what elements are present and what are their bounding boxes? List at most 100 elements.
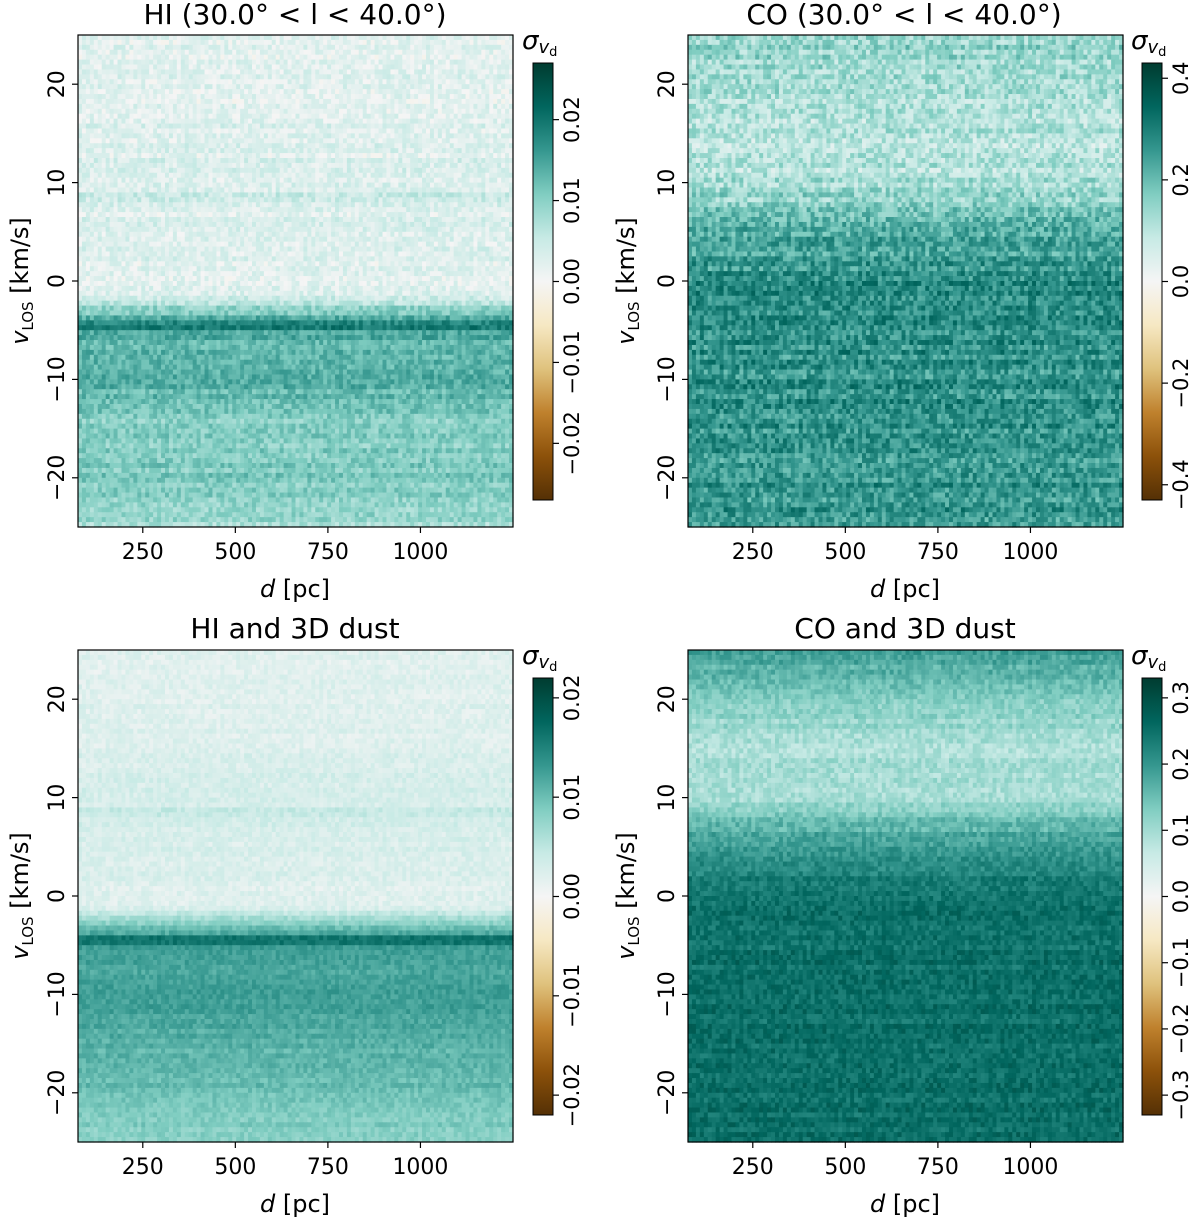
- heatmap-cell: [122, 89, 127, 95]
- heatmap-cell: [315, 84, 320, 90]
- heatmap-cell: [145, 143, 150, 149]
- heatmap-cell: [161, 133, 166, 139]
- heatmap-cell: [319, 109, 324, 115]
- heatmap-cell: [145, 119, 150, 125]
- heatmap-cell: [98, 50, 103, 56]
- heatmap-cell: [228, 65, 233, 71]
- heatmap-cell: [371, 153, 376, 159]
- heatmap-cell: [264, 35, 269, 41]
- heatmap-cell: [311, 65, 316, 71]
- heatmap-cell: [327, 114, 332, 120]
- heatmap-cell: [430, 84, 435, 90]
- heatmap-cell: [351, 128, 356, 134]
- heatmap-cell: [149, 65, 154, 71]
- heatmap-cell: [161, 84, 166, 90]
- heatmap-cell: [386, 158, 391, 164]
- heatmap-cell: [398, 69, 403, 75]
- heatmap-cell: [149, 128, 154, 134]
- heatmap-cell: [264, 124, 269, 130]
- heatmap-cell: [319, 65, 324, 71]
- heatmap-cell: [189, 128, 194, 134]
- heatmap-cell: [505, 84, 510, 90]
- heatmap-cell: [201, 45, 206, 51]
- heatmap-cell: [224, 74, 229, 80]
- heatmap-cell: [244, 138, 249, 144]
- heatmap-cell: [501, 35, 506, 41]
- heatmap-cell: [232, 133, 237, 139]
- heatmap-cell: [185, 158, 190, 164]
- heatmap-cell: [153, 79, 158, 85]
- heatmap-cell: [383, 163, 388, 169]
- heatmap-cell: [335, 69, 340, 75]
- heatmap-cell: [343, 104, 348, 110]
- heatmap-cell: [129, 35, 134, 41]
- heatmap-cell: [339, 148, 344, 154]
- heatmap-cell: [489, 158, 494, 164]
- heatmap-cell: [256, 99, 261, 105]
- heatmap-cell: [212, 50, 217, 56]
- heatmap-cell: [303, 94, 308, 100]
- heatmap-cell: [153, 133, 158, 139]
- heatmap-cell: [157, 143, 162, 149]
- heatmap-cell: [212, 69, 217, 75]
- heatmap-cell: [224, 158, 229, 164]
- heatmap-cell: [343, 79, 348, 85]
- heatmap-cell: [489, 133, 494, 139]
- heatmap-cell: [410, 153, 415, 159]
- heatmap-cell: [212, 84, 217, 90]
- heatmap-cell: [347, 148, 352, 154]
- heatmap-cell: [331, 79, 336, 85]
- heatmap-cell: [394, 158, 399, 164]
- heatmap-cell: [470, 114, 475, 120]
- heatmap-cell: [418, 40, 423, 46]
- heatmap-cell: [485, 35, 490, 41]
- heatmap-cell: [125, 50, 130, 56]
- heatmap-cell: [477, 50, 482, 56]
- heatmap-cell: [240, 65, 245, 71]
- heatmap-cell: [319, 104, 324, 110]
- heatmap-cell: [236, 138, 241, 144]
- heatmap-cell: [244, 158, 249, 164]
- heatmap-cell: [505, 133, 510, 139]
- heatmap-cell: [86, 128, 91, 134]
- heatmap-cell: [414, 50, 419, 56]
- heatmap-cell: [450, 99, 455, 105]
- heatmap-cell: [426, 74, 431, 80]
- heatmap-cell: [260, 84, 265, 90]
- heatmap-cell: [224, 79, 229, 85]
- heatmap-cell: [462, 69, 467, 75]
- heatmap-cell: [434, 69, 439, 75]
- heatmap-cell: [193, 119, 198, 125]
- heatmap-cell: [292, 60, 297, 66]
- heatmap-cell: [485, 60, 490, 66]
- heatmap-cell: [114, 94, 119, 100]
- heatmap-cell: [430, 148, 435, 154]
- heatmap-cell: [228, 89, 233, 95]
- heatmap-cell: [386, 84, 391, 90]
- heatmap-cell: [410, 128, 415, 134]
- heatmap-cell: [165, 153, 170, 159]
- heatmap-cell: [94, 65, 99, 71]
- heatmap-cell: [252, 79, 257, 85]
- heatmap-cell: [288, 89, 293, 95]
- heatmap-cell: [78, 109, 83, 115]
- heatmap-cell: [311, 74, 316, 80]
- heatmap-cell: [169, 153, 174, 159]
- heatmap-cell: [197, 40, 202, 46]
- heatmap-cell: [157, 45, 162, 51]
- heatmap-cell: [311, 94, 316, 100]
- heatmap-cell: [315, 143, 320, 149]
- heatmap-cell: [157, 69, 162, 75]
- heatmap-cell: [276, 109, 281, 115]
- heatmap-cell: [189, 163, 194, 169]
- heatmap-cell: [220, 65, 225, 71]
- heatmap-cell: [260, 109, 265, 115]
- heatmap-cell: [122, 69, 127, 75]
- heatmap-cell: [505, 79, 510, 85]
- heatmap-cell: [493, 89, 498, 95]
- heatmap-cell: [426, 45, 431, 51]
- heatmap-cell: [442, 94, 447, 100]
- heatmap-cell: [161, 158, 166, 164]
- heatmap-cell: [181, 99, 186, 105]
- heatmap-cell: [276, 84, 281, 90]
